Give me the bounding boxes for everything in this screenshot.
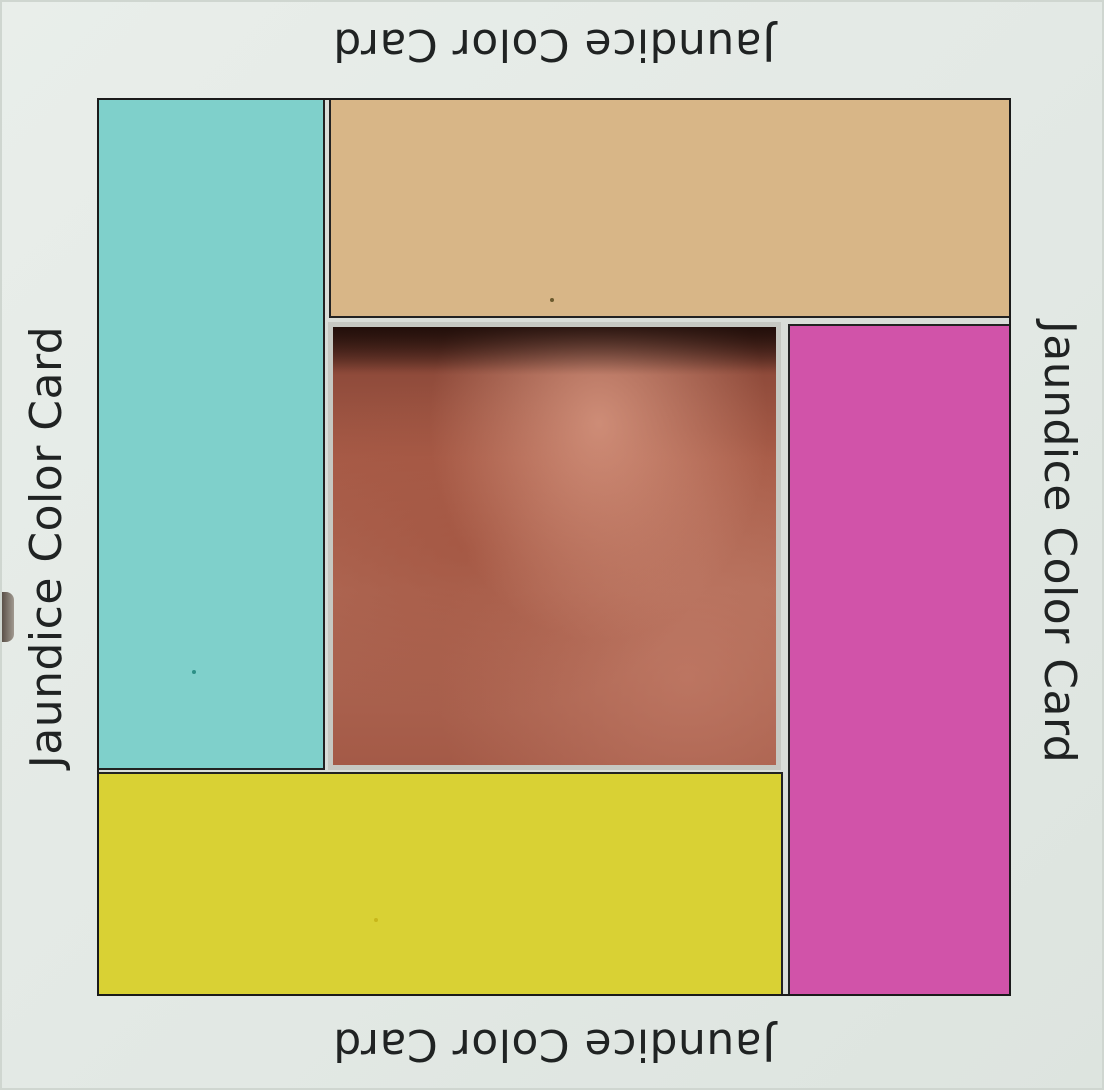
card-label-left: Jaundice Color Card (21, 325, 72, 769)
speck-tan (550, 298, 554, 302)
swatch-magenta (788, 324, 1009, 994)
card-label-bottom: Jaundice Color Card (332, 1019, 776, 1070)
card-edge-mark (2, 592, 14, 642)
skin-sample-window (328, 322, 781, 770)
swatch-tan (329, 100, 1009, 318)
swatch-cyan (99, 100, 325, 770)
card-label-top: Jaundice Color Card (332, 19, 776, 70)
swatch-yellow (99, 772, 783, 994)
speck-yellow (374, 918, 378, 922)
window-shadow (333, 327, 776, 375)
card-label-right: Jaundice Color Card (1034, 320, 1085, 764)
speck-cyan (192, 670, 196, 674)
